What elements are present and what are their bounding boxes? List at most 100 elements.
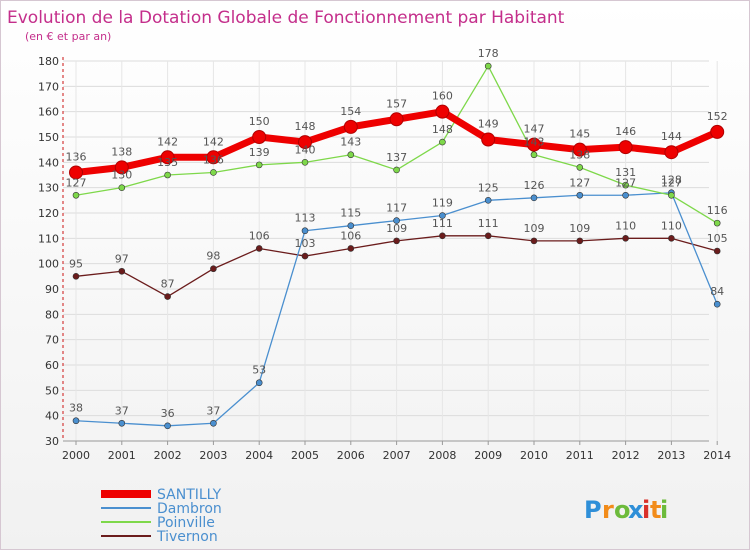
logo-letter: i — [642, 496, 650, 524]
point-santilly-2006 — [343, 119, 358, 134]
point-santilly-2008 — [435, 104, 450, 119]
data-label-tivernon-2008: 111 — [432, 217, 453, 230]
point-tivernon-2004 — [255, 245, 263, 252]
x-tick-label: 2013 — [657, 449, 685, 462]
point-poinville-2007 — [393, 166, 400, 174]
data-label-tivernon-2009: 111 — [478, 217, 499, 230]
point-tivernon-2013 — [668, 235, 675, 242]
point-santilly-2005 — [298, 135, 312, 150]
y-tick-label: 160 — [38, 106, 59, 119]
logo-letter: x — [628, 496, 644, 524]
data-label-tivernon-2007: 109 — [386, 222, 407, 235]
point-santilly-2001 — [114, 160, 129, 175]
point-tivernon-2001 — [118, 267, 126, 275]
y-tick-label: 170 — [38, 80, 59, 93]
data-label-santilly-2000: 136 — [66, 150, 87, 163]
point-dambron-2005 — [301, 227, 309, 235]
data-label-santilly-2004: 150 — [249, 115, 270, 128]
point-dambron-2012 — [622, 191, 629, 199]
data-label-dambron-2004: 53 — [252, 364, 266, 377]
x-tick-label: 2009 — [474, 449, 502, 462]
data-label-tivernon-2005: 103 — [295, 237, 316, 250]
x-tick-label: 2001 — [108, 449, 136, 462]
data-label-poinville-2014: 116 — [707, 204, 728, 217]
point-tivernon-2006 — [347, 245, 355, 252]
data-label-dambron-2010: 126 — [524, 179, 545, 192]
y-tick-label: 30 — [45, 435, 59, 448]
point-tivernon-2003 — [210, 265, 217, 273]
point-santilly-2011 — [572, 142, 587, 157]
y-tick-label: 60 — [45, 359, 59, 372]
x-tick-label: 2005 — [291, 449, 319, 462]
point-dambron-2014 — [713, 300, 721, 308]
data-label-dambron-2006: 115 — [340, 207, 361, 220]
data-label-tivernon-2014: 105 — [707, 232, 728, 245]
axes: 30 40 50 60 70 80 90 100 110 120 130 140 150 160 170 18… — [38, 55, 731, 462]
y-tick-label: 110 — [38, 232, 59, 245]
point-dambron-2003 — [210, 419, 217, 427]
x-tick-label: 2003 — [199, 449, 227, 462]
point-santilly-2013 — [664, 145, 679, 160]
point-santilly-2010 — [527, 137, 541, 152]
data-labels: 95 97 87 98 106 103 106 109 111 111 109 109 110 110 10… — [66, 47, 728, 420]
point-poinville-2003 — [210, 169, 217, 176]
x-tick-label: 2007 — [383, 449, 411, 462]
point-santilly-2002 — [160, 150, 175, 165]
data-label-tivernon-2006: 106 — [340, 229, 361, 242]
x-tick-label: 2002 — [154, 449, 182, 462]
point-poinville-2002 — [164, 171, 171, 179]
data-label-dambron-2014: 84 — [710, 285, 724, 298]
x-tick-label: 2011 — [566, 449, 594, 462]
point-santilly-2014 — [710, 124, 725, 139]
point-tivernon-2009 — [484, 232, 492, 240]
data-label-dambron-2013: 128 — [661, 174, 682, 187]
x-tick-label: 2014 — [703, 449, 731, 462]
legend-label-tivernon: Tivernon — [156, 529, 218, 545]
y-tick-label: 180 — [38, 55, 59, 68]
data-label-santilly-2014: 152 — [707, 110, 728, 123]
point-tivernon-2011 — [576, 237, 584, 245]
data-label-poinville-2006: 143 — [340, 136, 361, 149]
data-label-poinville-2005: 140 — [295, 143, 316, 156]
point-poinville-2014 — [713, 219, 721, 227]
point-poinville-2005 — [301, 159, 309, 166]
data-label-poinville-2012: 131 — [615, 166, 636, 179]
point-dambron-2006 — [347, 222, 355, 229]
data-label-tivernon-2002: 87 — [161, 278, 175, 291]
point-dambron-2004 — [255, 379, 263, 387]
data-label-santilly-2003: 142 — [203, 135, 224, 148]
x-tick-label: 2006 — [337, 449, 365, 462]
y-tick-label: 140 — [38, 156, 59, 169]
legend-label-santilly: SANTILLY — [157, 487, 222, 503]
y-tick-label: 50 — [45, 384, 59, 397]
data-label-poinville-2003: 136 — [203, 153, 224, 166]
point-tivernon-2005 — [301, 252, 309, 260]
point-tivernon-2010 — [530, 237, 538, 245]
data-label-dambron-2007: 117 — [386, 202, 407, 215]
data-label-tivernon-2001: 97 — [115, 252, 129, 265]
point-poinville-2001 — [118, 184, 126, 191]
y-tick-label: 70 — [45, 334, 59, 347]
point-santilly-2000 — [69, 165, 83, 180]
data-label-santilly-2011: 145 — [569, 128, 590, 141]
data-label-santilly-2009: 149 — [478, 118, 499, 131]
data-label-tivernon-2003: 98 — [206, 250, 220, 263]
point-poinville-2004 — [255, 161, 263, 169]
y-tick-label: 90 — [45, 283, 59, 296]
data-label-santilly-2005: 148 — [295, 120, 316, 133]
y-tick-label: 100 — [38, 258, 59, 271]
data-label-santilly-2010: 147 — [524, 123, 545, 136]
point-poinville-2006 — [347, 151, 355, 159]
data-label-tivernon-2004: 106 — [249, 229, 270, 242]
data-label-dambron-2002: 36 — [161, 407, 175, 420]
data-label-santilly-2001: 138 — [111, 145, 132, 158]
legend-label-poinville: Poinville — [157, 515, 215, 531]
x-tick-label: 2010 — [520, 449, 548, 462]
point-santilly-2012 — [618, 140, 633, 155]
data-label-tivernon-2011: 109 — [569, 222, 590, 235]
point-santilly-2004 — [252, 130, 267, 144]
point-tivernon-2014 — [713, 247, 721, 255]
